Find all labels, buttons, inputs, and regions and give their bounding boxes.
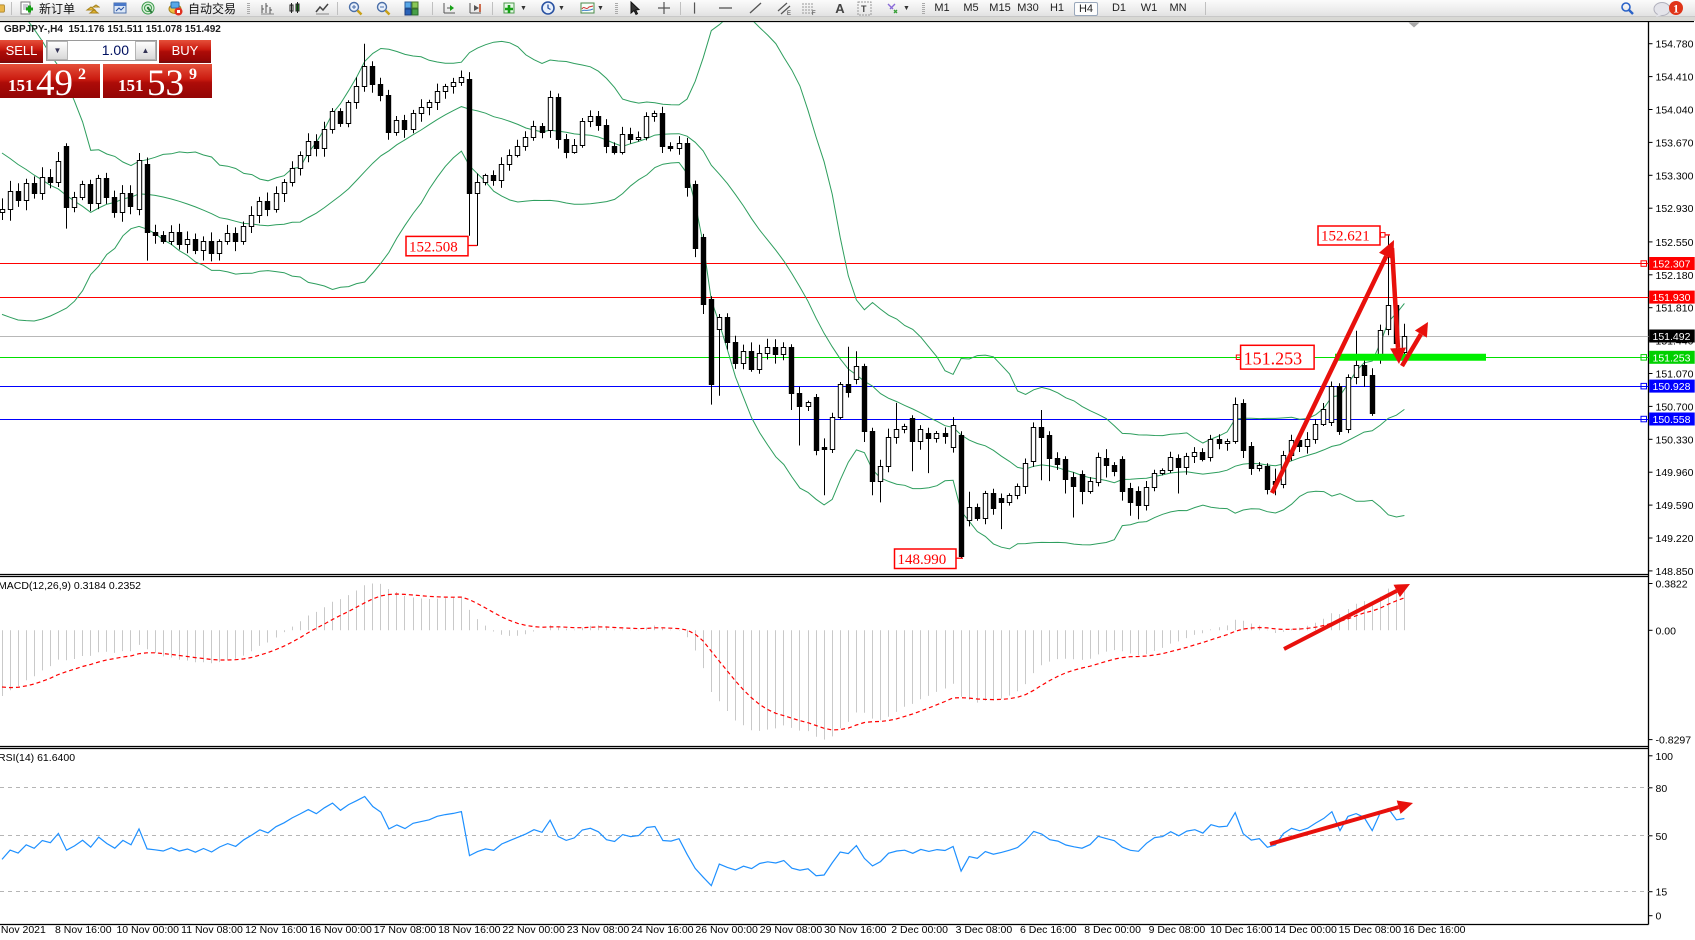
svg-text:3 Dec 08:00: 3 Dec 08:00 xyxy=(956,924,1013,935)
svg-text:149.960: 149.960 xyxy=(1656,467,1694,479)
svg-text:14 Dec 00:00: 14 Dec 00:00 xyxy=(1274,924,1337,935)
svg-text:153.300: 153.300 xyxy=(1656,170,1694,182)
svg-text:53: 53 xyxy=(147,64,184,98)
svg-text:154.780: 154.780 xyxy=(1656,39,1694,51)
svg-text:22 Nov 00:00: 22 Nov 00:00 xyxy=(502,924,565,935)
svg-text:151.070: 151.070 xyxy=(1656,369,1694,381)
svg-text:154.410: 154.410 xyxy=(1656,72,1694,84)
svg-text:1: 1 xyxy=(1673,1,1679,15)
svg-text:152.930: 152.930 xyxy=(1656,203,1694,215)
svg-text:26 Nov 00:00: 26 Nov 00:00 xyxy=(695,924,758,935)
svg-text:153.670: 153.670 xyxy=(1656,137,1694,149)
svg-text:12 Nov 16:00: 12 Nov 16:00 xyxy=(245,924,308,935)
svg-text:23 Nov 08:00: 23 Nov 08:00 xyxy=(567,924,630,935)
svg-text:18 Nov 16:00: 18 Nov 16:00 xyxy=(438,924,501,935)
svg-text:F: F xyxy=(812,11,816,16)
svg-text:10 Dec 16:00: 10 Dec 16:00 xyxy=(1210,924,1273,935)
svg-text:8 Nov 16:00: 8 Nov 16:00 xyxy=(55,924,112,935)
svg-text:29 Nov 08:00: 29 Nov 08:00 xyxy=(760,924,823,935)
svg-text:MACD(12,26,9) 0.3184 0.2352: MACD(12,26,9) 0.3184 0.2352 xyxy=(0,580,141,592)
svg-text:150.928: 150.928 xyxy=(1653,381,1691,393)
svg-text:30 Nov 16:00: 30 Nov 16:00 xyxy=(824,924,887,935)
svg-text:17 Nov 08:00: 17 Nov 08:00 xyxy=(374,924,437,935)
svg-text:151.253: 151.253 xyxy=(1244,349,1303,369)
svg-text:0: 0 xyxy=(1656,911,1662,923)
svg-text:8 Dec 00:00: 8 Dec 00:00 xyxy=(1084,924,1141,935)
svg-text:80: 80 xyxy=(1656,783,1668,795)
svg-text:5 Nov 2021: 5 Nov 2021 xyxy=(0,924,46,935)
svg-text:16 Nov 00:00: 16 Nov 00:00 xyxy=(309,924,372,935)
svg-text:150.700: 150.700 xyxy=(1656,401,1694,413)
svg-text:24 Nov 16:00: 24 Nov 16:00 xyxy=(631,924,694,935)
svg-text:152.307: 152.307 xyxy=(1653,259,1691,271)
svg-text:T: T xyxy=(861,4,867,14)
svg-text:152.550: 152.550 xyxy=(1656,237,1694,249)
svg-text:2: 2 xyxy=(78,66,86,83)
svg-text:152.180: 152.180 xyxy=(1656,270,1694,282)
svg-text:100: 100 xyxy=(1656,751,1674,763)
svg-text:15: 15 xyxy=(1656,887,1668,899)
svg-text:9 Dec 08:00: 9 Dec 08:00 xyxy=(1149,924,1206,935)
svg-text:148.850: 148.850 xyxy=(1656,566,1694,578)
svg-text:154.040: 154.040 xyxy=(1656,105,1694,117)
svg-text:15 Dec 08:00: 15 Dec 08:00 xyxy=(1339,924,1402,935)
svg-text:16 Dec 16:00: 16 Dec 16:00 xyxy=(1403,924,1466,935)
svg-text:151.492: 151.492 xyxy=(1653,331,1691,343)
svg-text:E: E xyxy=(787,11,791,16)
svg-text:0.00: 0.00 xyxy=(1656,625,1677,637)
svg-text:152.508: 152.508 xyxy=(409,239,458,255)
svg-text:RSI(14) 61.6400: RSI(14) 61.6400 xyxy=(0,752,75,764)
svg-text:149.590: 149.590 xyxy=(1656,500,1694,512)
svg-text:11 Nov 08:00: 11 Nov 08:00 xyxy=(181,924,243,935)
svg-text:149.220: 149.220 xyxy=(1656,533,1694,545)
svg-text:9: 9 xyxy=(189,66,197,83)
svg-text:151: 151 xyxy=(8,76,34,95)
svg-text:2 Dec 00:00: 2 Dec 00:00 xyxy=(891,924,948,935)
svg-text:150.330: 150.330 xyxy=(1656,434,1694,446)
svg-text:-0.8297: -0.8297 xyxy=(1656,735,1692,747)
svg-text:151.810: 151.810 xyxy=(1656,303,1694,315)
svg-text:151: 151 xyxy=(118,76,144,95)
svg-text:151.253: 151.253 xyxy=(1653,352,1691,364)
svg-text:49: 49 xyxy=(36,64,73,98)
svg-text:10 Nov 00:00: 10 Nov 00:00 xyxy=(116,924,179,935)
svg-text:0.3822: 0.3822 xyxy=(1656,579,1688,591)
svg-text:152.621: 152.621 xyxy=(1321,229,1370,245)
svg-text:50: 50 xyxy=(1656,831,1668,843)
svg-text:6 Dec 16:00: 6 Dec 16:00 xyxy=(1020,924,1077,935)
svg-text:148.990: 148.990 xyxy=(898,552,947,568)
svg-text:150.558: 150.558 xyxy=(1653,414,1691,426)
svg-text:151.930: 151.930 xyxy=(1653,292,1691,304)
